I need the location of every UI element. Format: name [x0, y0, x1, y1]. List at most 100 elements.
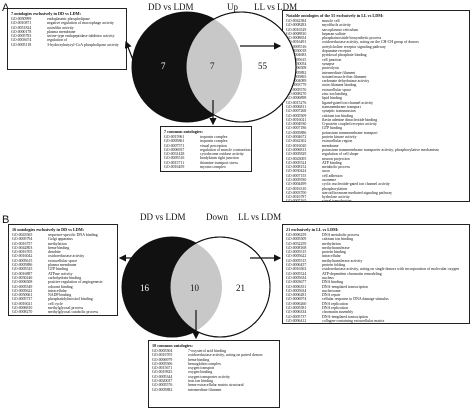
- ontology-row: GO:0006457 protein folding: [286, 263, 466, 267]
- go-id: GO:0007165: [286, 199, 307, 202]
- go-term: collagen-containing extracellular matrix: [322, 318, 385, 323]
- ontology-row: GO:0051824 actinfilin activity: [11, 26, 123, 30]
- panel-b-left-box: 16 ontologies exclusively in DD vs LDM: …: [8, 224, 118, 316]
- go-id: GO:0019825: [152, 370, 173, 375]
- go-id: GO:0006898: [286, 96, 307, 101]
- go-id: GO:0007268: [286, 109, 307, 114]
- go-term: ATP binding: [322, 160, 342, 165]
- go-term: cell cycle: [48, 301, 63, 306]
- go-id: GO:0005525: [12, 267, 33, 272]
- ontology-row: GO:0015711 thiamine transport stress: [164, 161, 248, 165]
- go-id: GO:0005829: [286, 152, 307, 157]
- ontology-row: GO:0016020 membrane: [286, 144, 466, 148]
- go-term: axoneme: [322, 177, 337, 182]
- go-id: GO:0006937: [164, 147, 185, 152]
- go-id: GO:0005865: [286, 74, 307, 79]
- go-id: GO:0006260: [286, 301, 307, 306]
- go-term: calcium ion binding: [322, 237, 354, 242]
- go-id: GO:0016705: [152, 353, 173, 358]
- panel-a-label-mid: Up: [227, 2, 238, 12]
- go-id: GO:0005515: [286, 250, 307, 255]
- go-term: synaptic transmission: [322, 109, 356, 114]
- go-term: endoplasmic phospholipase: [47, 17, 90, 21]
- go-id: GO:0005504: [152, 349, 173, 353]
- panel-b-intersection: [170, 237, 222, 337]
- ontology-row: GO:0003677 DNA binding: [286, 280, 466, 284]
- go-term: carbonate dehydratase activity: [322, 79, 370, 84]
- go-term: G-protein coupled receptor activity: [322, 122, 377, 127]
- ontology-row: GO:0015961 troponin complex: [164, 135, 248, 139]
- panel-a-label-right: LL vs LDM: [254, 2, 298, 12]
- ontology-row: GO:0005882 intermediate filament: [152, 388, 276, 392]
- ontology-row: GO:0006813 potassium transmembrane transp…: [286, 148, 466, 152]
- go-term: synapse: [322, 61, 335, 66]
- go-term: cellular response to DNA damage stimulus: [322, 297, 389, 302]
- go-id: GO:0016020: [286, 143, 307, 148]
- go-term: heme extracellular matrix structural: [188, 383, 244, 388]
- go-id: GO:0005783: [11, 34, 32, 39]
- ontology-row: GO:0006937 regulation of muscle contracti…: [164, 147, 250, 152]
- go-term: transmembrane transport: [322, 104, 361, 109]
- go-id: GO:0006334: [286, 310, 307, 315]
- go-term: Golgi apparatus: [48, 237, 73, 242]
- go-term: heparan sulfate: [322, 31, 346, 36]
- ontology-row: GO:0005118 3-hydroxybutyryl-CoA phospholi…: [11, 43, 123, 47]
- go-id: GO:0004089: [286, 79, 307, 84]
- go-id: GO:0015671: [152, 366, 173, 371]
- go-id: GO:0005581: [286, 306, 307, 311]
- ontology-row: GO:0005737 phosphatidylinositol binding: [12, 297, 114, 301]
- go-id: GO:0007186: [286, 126, 307, 131]
- ontology-row: GO:0005504 7-oxysterol acid binding: [152, 349, 276, 353]
- go-term: DNA replication: [322, 301, 348, 306]
- go-term: phosphatidylinositol binding: [48, 297, 93, 302]
- go-term: methylglyoxal process: [48, 306, 84, 311]
- ontology-row: GO:0004930 G-protein coupled receptor act…: [286, 122, 466, 126]
- ontology-row: GO:0016042 oxidoreductase activity: [12, 254, 114, 258]
- panel-a-left-box-title: 7 ontologies exclusively in DD vs LDM:: [11, 11, 82, 16]
- panel-a-count-center: 7: [210, 61, 215, 71]
- ontology-row: GO:0020037 iron ion binding: [152, 379, 276, 383]
- go-term: NADP binding: [48, 293, 72, 298]
- go-id: GO:0008283: [286, 23, 307, 28]
- ontology-row: GO:0005622 intracellular: [286, 254, 466, 258]
- ontology-row: GO:0032259 methylation: [286, 242, 466, 246]
- go-id: GO:0005549: [12, 284, 33, 289]
- panel-b-right-box: 21 exclusively in LL vs LDM: GO:0006259 D…: [282, 224, 470, 324]
- panel-b-letter: B: [2, 214, 10, 226]
- ontology-row: GO:0043565 sequence-specific DNA binding: [12, 233, 114, 237]
- go-id: GO:0005886: [12, 263, 33, 268]
- go-id: GO:0016887: [12, 271, 33, 276]
- ontology-row: GO:0016887 ATPase activity: [12, 272, 114, 276]
- ontology-row: GO:0006351 DNA-templated transcription: [286, 285, 466, 289]
- go-term: axon: [322, 169, 330, 174]
- go-id: GO:0042302: [286, 139, 307, 144]
- go-term: oxidoreductase activity, acting on the C…: [322, 40, 419, 45]
- ontology-row: GO:0007165 signal transduction: [286, 199, 466, 202]
- go-id: GO:0016021: [286, 117, 307, 122]
- go-id: GO:0005861: [164, 139, 185, 144]
- go-id: GO:0005634: [286, 275, 307, 280]
- go-id: GO:0050661: [12, 293, 33, 298]
- go-term: myosin complex: [200, 165, 226, 170]
- go-term: chromatin assembly: [322, 310, 354, 315]
- go-id: GO:0031428: [164, 152, 185, 157]
- ontology-row: GO:0005509 calcium ion binding: [286, 237, 466, 241]
- go-term: intracellular: [322, 254, 341, 259]
- go-term: DNA binding: [322, 280, 344, 285]
- go-term: neuron projection: [322, 156, 350, 161]
- go-term: intermediate filament: [322, 70, 356, 75]
- ontology-row: GO:0006810 methylglyoxal process: [12, 306, 114, 310]
- ontology-row: GO:0003674 regulation of: [11, 38, 123, 42]
- go-term: serine-type endopeptidase inhibitor acti…: [47, 34, 115, 39]
- go-id: GO:0005118: [11, 42, 32, 47]
- ontology-row: GO:0010871 negative regulation of macroph…: [11, 21, 123, 25]
- go-term: actin filament binding: [322, 83, 357, 88]
- go-term: signal transduction: [322, 199, 352, 202]
- panel-b-right-box-rows: GO:0006259 DNA metabolic process GO:000550…: [286, 233, 466, 323]
- go-term: 7-oxysterol acid binding: [188, 349, 227, 353]
- ontology-row: GO:0030246 carbohydrate binding: [12, 276, 114, 280]
- ontology-row: GO:0005516 bradykinin tight junction: [164, 156, 248, 160]
- go-id: GO:0042384: [286, 19, 307, 23]
- go-id: GO:0005344: [152, 374, 173, 379]
- go-id: GO:0006259: [286, 233, 307, 237]
